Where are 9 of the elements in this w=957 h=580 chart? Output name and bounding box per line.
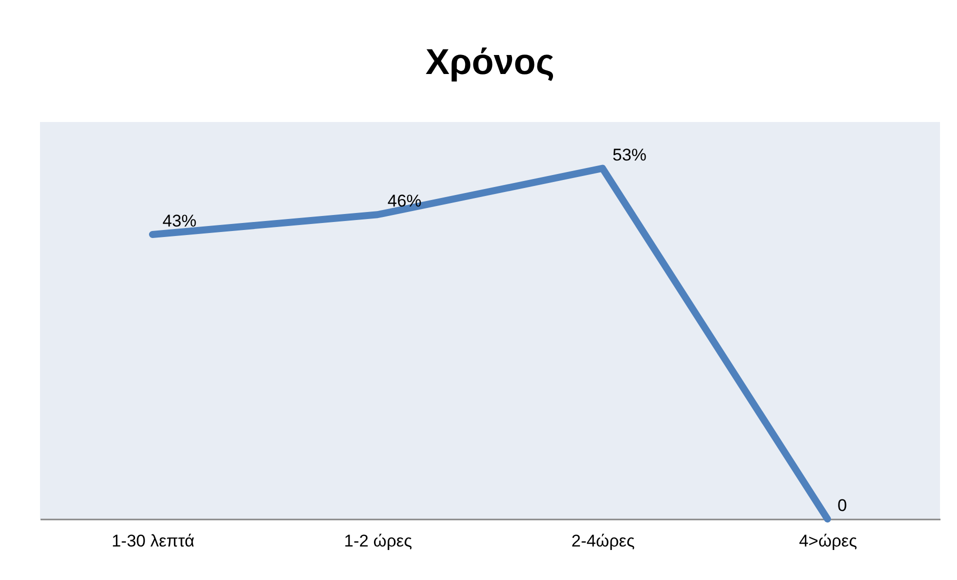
data-label: 0 [838, 496, 847, 515]
data-label: 43% [162, 211, 197, 230]
x-tick-label: 2-4ώρες [571, 532, 635, 550]
data-label: 46% [388, 192, 422, 211]
data-label: 53% [612, 145, 647, 164]
x-tick-label: 4>ώρες [798, 532, 858, 550]
x-tick-label: 1-2 ώρες [344, 532, 412, 550]
chart-title: Χρόνος [425, 41, 555, 82]
x-tick-label: 1-30 λεπτά [112, 532, 195, 550]
